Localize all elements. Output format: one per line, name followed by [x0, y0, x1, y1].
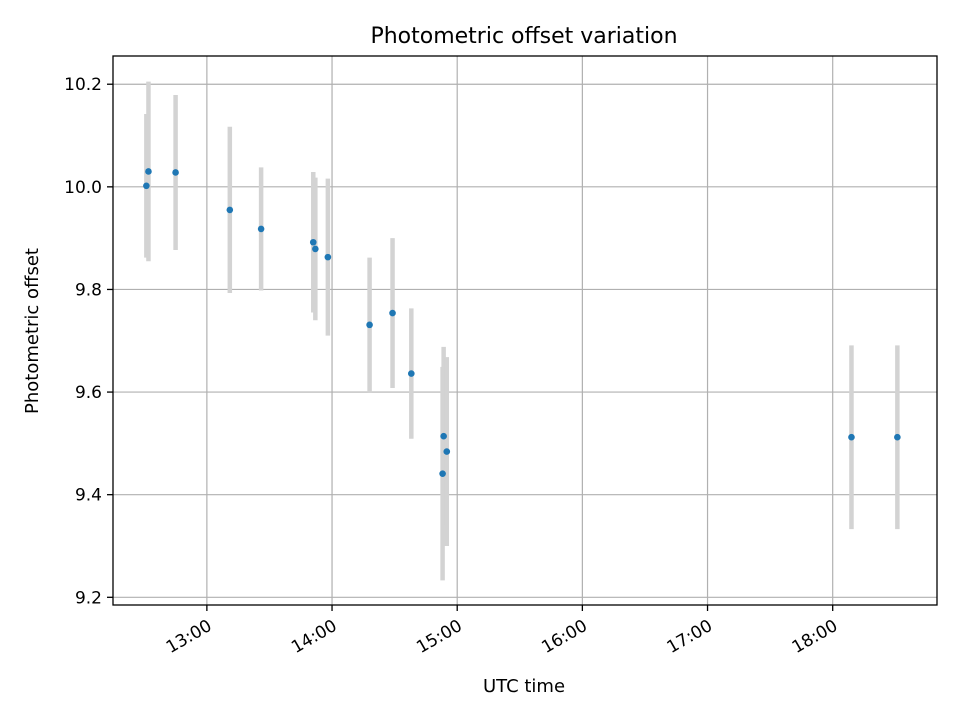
data-point	[440, 432, 447, 440]
data-point	[257, 225, 265, 233]
data-point	[408, 370, 415, 377]
y-tick-label: 10.0	[64, 178, 102, 198]
data-point	[443, 448, 451, 455]
data-point	[172, 169, 179, 176]
y-tick-label: 9.6	[75, 383, 102, 403]
axis-ticks: 13:00 14:00 15:00 16:00 17:00 18:00 9.2 9.4 9.6 9…	[64, 75, 841, 658]
x-tick-label: 17:00	[664, 616, 716, 658]
error-bars	[144, 81, 900, 581]
data-point	[312, 245, 319, 253]
x-tick-label: 16:00	[538, 616, 590, 658]
y-axis-label: Photometric offset	[22, 248, 43, 414]
data-point	[226, 206, 234, 214]
data-point	[439, 470, 446, 477]
y-tick-label: 9.4	[75, 486, 102, 506]
data-point	[324, 253, 332, 261]
data-point	[389, 309, 396, 317]
chart-title: Photometric offset variation	[370, 24, 677, 49]
data-point	[145, 168, 152, 175]
y-tick-label: 10.2	[64, 75, 102, 95]
x-axis-label: UTC time	[483, 676, 565, 697]
data-point	[143, 182, 150, 190]
grid	[113, 56, 937, 605]
y-tick-label: 9.8	[75, 280, 102, 300]
data-point	[848, 433, 855, 441]
data-point	[366, 321, 373, 329]
x-tick-label: 13:00	[163, 616, 215, 658]
data-point	[309, 238, 317, 246]
data-points	[143, 168, 901, 477]
x-tick-label: 14:00	[288, 616, 340, 658]
data-point	[894, 433, 901, 441]
x-tick-label: 15:00	[413, 616, 465, 658]
y-tick-label: 9.2	[75, 588, 102, 608]
x-tick-label: 18:00	[789, 616, 841, 658]
plot-frame	[112, 55, 938, 606]
